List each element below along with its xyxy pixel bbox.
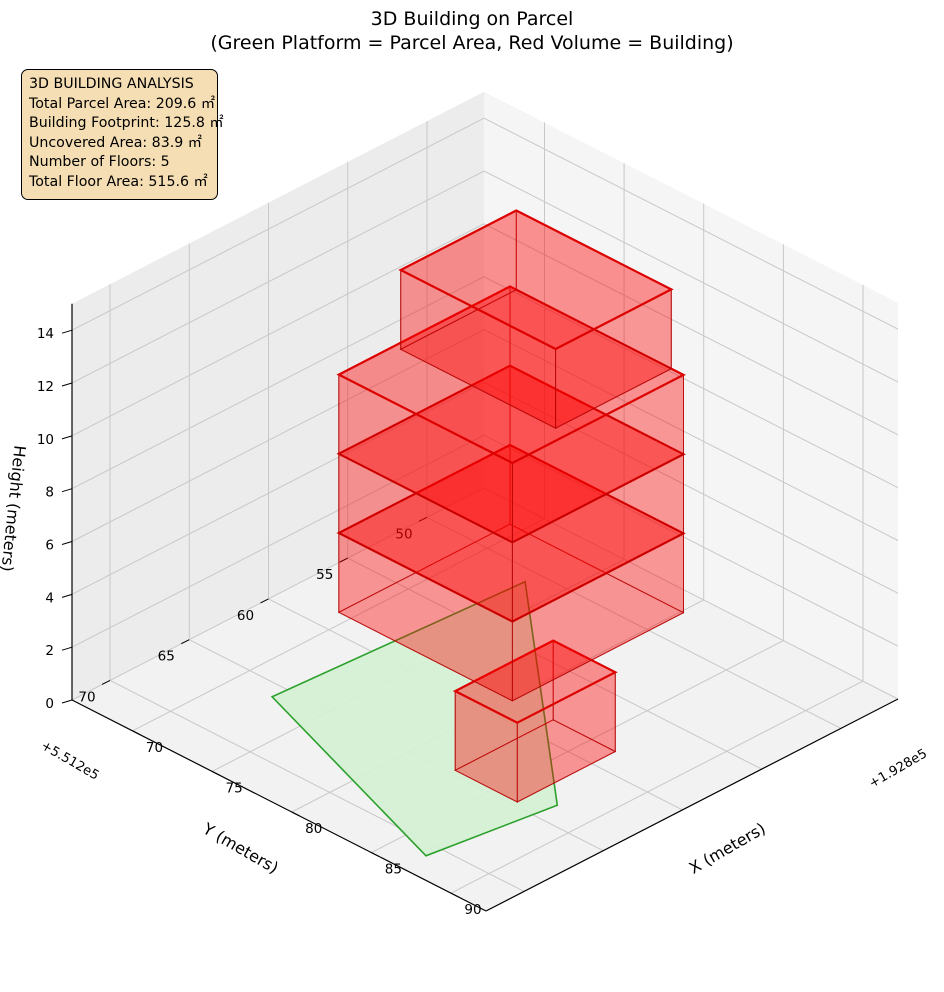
x-tick-mark [211,770,221,776]
x-offset-label: +1.928e5 [867,746,930,791]
y-axis-label: Y (meters) [199,819,282,878]
z-grid-line [71,328,899,542]
x-tick-label: 70 [146,740,163,756]
z-tick-mark [61,699,73,704]
z-grid-line [71,223,899,437]
y-offset-label: +5.512e5 [38,738,101,783]
analysis-info-box: 3D BUILDING ANALYSIS Total Parcel Area: … [21,69,224,200]
z-tick-mark [61,488,73,493]
plot-area [270,209,686,857]
z-tick-label: 6 [45,538,54,554]
z-grid-line [71,170,899,384]
x-tick-mark [132,730,141,736]
left-pane [72,91,484,701]
z-grid-line [71,381,899,595]
floor-1 [452,639,618,803]
z-grid-line [71,434,899,648]
chart-title: 3D Building on Parcel [371,8,574,30]
z-grid-line [71,487,899,701]
z-tick-label: 10 [37,432,54,448]
axis-lines [71,303,899,912]
z-tick-label: 8 [45,485,54,501]
y-axis-line [71,699,487,912]
y-tick-label: 55 [316,567,333,583]
y-tick-mark [181,639,190,645]
x-tick-mark [371,852,380,858]
right-pane [484,91,898,700]
y-tick-mark [260,598,269,604]
parcel-platform [270,580,559,857]
info-floor-count: Number of Floors: 5 [29,154,170,171]
z-tick-mark [61,646,73,651]
y-tick-label: 60 [237,608,254,624]
z-tick-label: 2 [45,643,54,659]
tick-labels: 70 75 80 85 90 50 55 60 65 70 0 2 4 6 8 10 12 14 [37,326,482,918]
y-tick-label: 70 [78,689,95,705]
x-tick-label: 85 [385,862,402,878]
x-axis-line [485,698,899,912]
info-footprint: Building Footprint: 125.8 ㎡ [29,115,224,132]
z-tick-label: 14 [37,326,54,342]
chart-subtitle: (Green Platform = Parcel Area, Red Volum… [210,32,733,54]
info-heading: 3D BUILDING ANALYSIS [29,76,194,92]
z-tick-mark [61,329,73,334]
x-tick-label: 80 [305,821,322,837]
info-uncovered-area: Uncovered Area: 83.9 ㎡ [29,134,202,151]
z-grid-line [71,117,899,331]
z-tick-mark [61,541,73,545]
y-tick-mark [101,679,111,685]
x-axis-label: X (meters) [686,819,769,878]
z-tick-mark [61,382,73,387]
z-tick-label: 4 [45,590,54,606]
z-tick-label: 12 [37,379,54,395]
y-tick-mark [418,516,428,522]
x-tick-label: 75 [226,780,243,796]
floor-top [398,209,674,351]
y-tick-label: 65 [158,649,175,665]
z-grid-line [71,276,899,490]
x-tick-label: 90 [464,902,481,918]
floor-5 [398,209,674,430]
y-tick-mark [339,557,348,563]
info-total-floor-area: Total Floor Area: 515.6 ㎡ [29,173,208,190]
x-tick-mark [450,892,460,898]
floor-top [452,639,618,724]
z-axis-label: Height (meters) [0,444,30,572]
z-tick-label: 0 [45,696,54,712]
x-tick-mark [291,811,300,817]
info-parcel-area: Total Parcel Area: 209.6 ㎡ [29,95,216,112]
y-tick-label: 50 [395,526,412,542]
z-tick-mark [61,593,73,598]
z-tick-mark [61,435,73,440]
